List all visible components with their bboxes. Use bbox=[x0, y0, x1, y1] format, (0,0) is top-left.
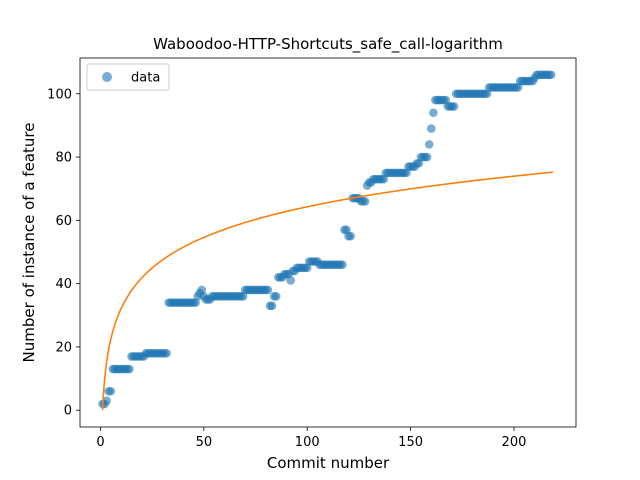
data-point bbox=[429, 108, 438, 118]
data-point bbox=[286, 276, 295, 285]
data-point bbox=[271, 291, 281, 301]
y-axis-ticks: 0 20 40 60 80 100 bbox=[47, 87, 80, 419]
data-point bbox=[346, 231, 355, 241]
x-tick-label: 100 bbox=[295, 435, 320, 450]
x-tick-label: 200 bbox=[502, 435, 527, 450]
y-tick-label: 80 bbox=[55, 151, 72, 166]
legend: data bbox=[86, 63, 170, 91]
data-point bbox=[263, 285, 273, 295]
fit-curve bbox=[101, 171, 554, 411]
data-point bbox=[426, 124, 436, 133]
data-point bbox=[338, 260, 347, 269]
y-tick-label: 60 bbox=[55, 214, 72, 229]
data-point bbox=[102, 396, 111, 406]
data-point bbox=[424, 140, 434, 149]
data-point bbox=[267, 301, 277, 311]
legend-label-data: data bbox=[131, 71, 160, 86]
data-point bbox=[125, 364, 134, 374]
chart-title: Waboodoo-HTTP-Shortcuts_safe_call-logari… bbox=[153, 35, 503, 54]
data-point bbox=[106, 386, 116, 396]
data-point bbox=[360, 197, 370, 206]
legend-box bbox=[86, 63, 170, 91]
y-tick-label: 100 bbox=[47, 87, 72, 102]
y-tick-label: 40 bbox=[55, 277, 72, 292]
y-tick-label: 0 bbox=[64, 404, 72, 419]
legend-marker-data bbox=[102, 72, 112, 82]
y-axis-label: Number of instance of a feature bbox=[20, 123, 38, 363]
data-point bbox=[449, 102, 459, 111]
x-tick-label: 50 bbox=[196, 435, 213, 450]
data-point bbox=[546, 70, 556, 80]
y-tick-label: 20 bbox=[55, 340, 72, 355]
data-point bbox=[422, 152, 432, 162]
x-axis-ticks: 0 50 100 150 200 bbox=[96, 427, 526, 450]
x-tick-label: 0 bbox=[96, 435, 104, 450]
plot-series bbox=[98, 70, 556, 411]
plot-frame bbox=[79, 57, 577, 428]
x-axis-label: Commit number bbox=[267, 454, 390, 472]
data-point bbox=[162, 348, 171, 358]
x-tick-label: 150 bbox=[398, 435, 423, 450]
